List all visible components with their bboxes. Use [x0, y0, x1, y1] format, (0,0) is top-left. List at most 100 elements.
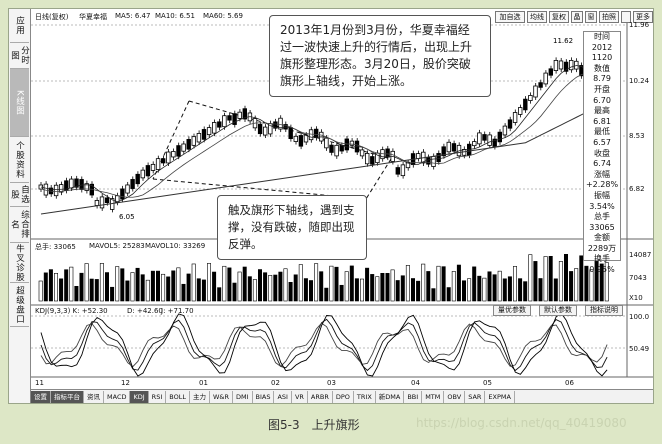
crystal-button[interactable]: 晶: [571, 11, 583, 23]
volume-bar: [334, 266, 339, 302]
volume-bar: [431, 288, 436, 302]
sidebar-tab[interactable]: 个股资料: [10, 137, 29, 183]
kdj-d-readout: D: +42.60: [127, 307, 163, 315]
volume-bar: [436, 265, 441, 302]
indicator-tab[interactable]: SAR: [465, 391, 486, 403]
volume-bar: [451, 271, 456, 302]
indicator-tab[interactable]: ARBR: [308, 391, 333, 403]
indicator-tab[interactable]: OBV: [444, 391, 466, 403]
volume-bar: [354, 278, 359, 302]
volume-bar: [247, 276, 252, 302]
candle-body: [324, 137, 329, 149]
volume-bar: [237, 271, 242, 302]
sidebar-tab[interactable]: 应用: [10, 9, 29, 43]
volume-bar: [472, 266, 477, 302]
volume-bar: [456, 264, 461, 302]
candle-body: [395, 167, 400, 175]
info-panel-row: 8.79: [593, 74, 611, 84]
candle-body: [451, 143, 457, 152]
chart-canvas[interactable]: 11.62 6.05: [31, 9, 654, 389]
candle-body: [242, 108, 247, 120]
indicator-tab[interactable]: 新DMA: [376, 391, 405, 403]
volume-bar: [171, 270, 176, 302]
volume-bar: [227, 267, 232, 302]
flag-right-line: [365, 158, 392, 200]
window-button[interactable]: 窗: [585, 11, 597, 23]
volume-bar: [48, 269, 53, 302]
indicator-tab[interactable]: 资讯: [84, 391, 104, 403]
candle-body: [293, 135, 298, 142]
volume-bar: [64, 269, 69, 302]
info-panel-row: 换手: [594, 254, 610, 264]
volume-bar: [283, 268, 288, 302]
candle-body: [130, 179, 135, 189]
mavol10-readout: MAVOL10: 33269: [145, 242, 206, 250]
info-panel-row: 6.74: [593, 159, 611, 169]
volume-bar: [89, 278, 94, 302]
volume-bar: [523, 281, 528, 302]
indicator-tab[interactable]: MTM: [422, 391, 445, 403]
info-panel-row: 涨幅: [594, 169, 610, 179]
candle-body: [548, 68, 553, 76]
volume-bar: [344, 271, 349, 302]
adjust-button[interactable]: 复权: [549, 11, 569, 23]
volume-bar: [130, 272, 135, 302]
sidebar-tab[interactable]: 分时图: [10, 43, 30, 69]
indicator-tab[interactable]: BIAS: [253, 391, 275, 403]
candle-body: [563, 61, 569, 72]
indicator-tab[interactable]: 主力: [190, 391, 210, 403]
candle-body: [334, 144, 339, 157]
volume-bar: [512, 266, 517, 302]
candle-body: [104, 197, 110, 204]
date-label: 11: [35, 379, 44, 387]
indicator-tab[interactable]: KDJ: [130, 391, 149, 403]
volume-bar: [518, 278, 523, 302]
info-panel-row: 最低: [594, 127, 610, 137]
vol-help-button[interactable]: 指标说明: [585, 305, 623, 316]
sidebar-tab[interactable]: K线图: [10, 69, 29, 137]
vol-default-button[interactable]: 默认参数: [539, 305, 577, 316]
mavol5-readout: MAVOL5: 25283: [89, 242, 145, 250]
sidebar-tab[interactable]: 超级盘口: [10, 283, 29, 327]
indicator-tab[interactable]: EXPMA: [485, 391, 515, 403]
volume-bar: [497, 270, 502, 302]
info-panel-row: 2289万: [587, 243, 617, 253]
indicator-tab[interactable]: MACD: [104, 391, 131, 403]
sidebar-tab[interactable]: 自选股: [10, 183, 30, 207]
date-label: 04: [411, 379, 420, 387]
indicator-tab[interactable]: DPO: [333, 391, 354, 403]
indicator-tab[interactable]: VR: [292, 391, 308, 403]
indicator-tab[interactable]: BBI: [404, 391, 423, 403]
candle-body: [94, 200, 100, 206]
sidebar-tab[interactable]: 综合排名: [10, 207, 30, 243]
indicator-tab[interactable]: RSI: [149, 391, 167, 403]
indicator-tab[interactable]: ASI: [274, 391, 292, 403]
volume-bar: [43, 272, 48, 302]
candle-body: [99, 196, 105, 209]
indicator-tab[interactable]: 指标平台: [51, 391, 84, 403]
period-label[interactable]: 日线(复权): [35, 13, 69, 21]
volume-bar: [303, 278, 308, 302]
volume-bar: [217, 287, 222, 302]
add-watchlist-button[interactable]: 加自选: [495, 11, 525, 23]
volume-bar: [324, 287, 329, 302]
sidebar-tab[interactable]: 牛叉诊股: [10, 243, 29, 283]
snapshot-button[interactable]: 拍照: [599, 11, 619, 23]
candle-body: [262, 126, 268, 136]
indicator-tab[interactable]: 设置: [31, 391, 51, 403]
indicator-tab[interactable]: TRIX: [354, 391, 376, 403]
volume-bar: [242, 266, 247, 302]
kdj-lines: [40, 312, 608, 377]
indicator-tab[interactable]: DMI: [233, 391, 253, 403]
ma-button[interactable]: 均线: [527, 11, 547, 23]
blank-button[interactable]: [621, 11, 631, 23]
volume-total: 总手: 33065: [35, 243, 76, 251]
volume-bar: [69, 266, 74, 302]
indicator-tab[interactable]: BOLL: [166, 391, 190, 403]
more-button[interactable]: 更多: [633, 11, 653, 23]
volume-bar: [569, 271, 574, 302]
indicator-tab[interactable]: W&R: [210, 391, 233, 403]
vol-optimize-button[interactable]: 量优参数: [493, 305, 531, 316]
volume-bar: [84, 263, 89, 302]
stock-name: 华夏幸福: [79, 13, 107, 21]
